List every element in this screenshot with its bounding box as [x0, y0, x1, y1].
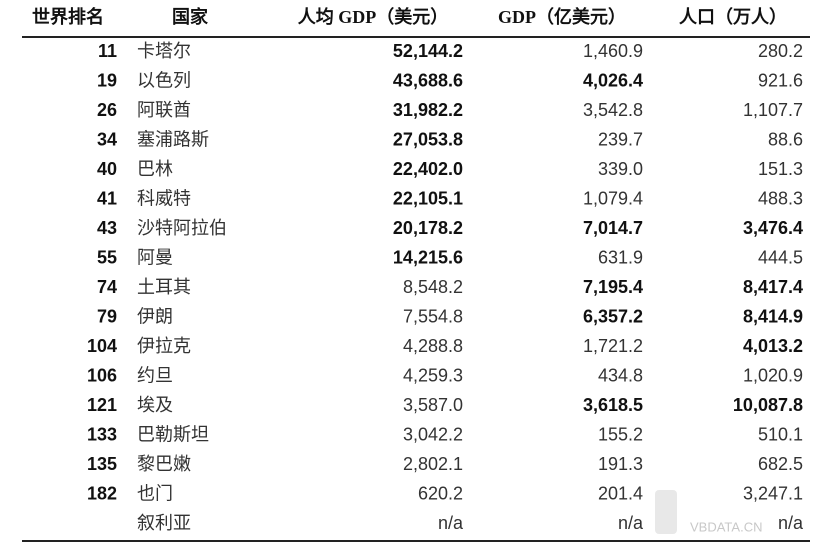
cell: 1,020.9	[743, 365, 803, 385]
cell: 也门	[137, 483, 173, 503]
cell: 280.2	[758, 41, 803, 61]
cell: 3,587.0	[403, 395, 463, 415]
column-header: 国家	[172, 6, 209, 27]
cell: 1,721.2	[583, 336, 643, 356]
cell: 1,079.4	[583, 188, 643, 208]
cell: 31,982.2	[393, 100, 463, 120]
cell: 22,402.0	[393, 159, 463, 179]
cell: 22,105.1	[393, 188, 463, 208]
cell: 10,087.8	[733, 395, 803, 415]
cell: 239.7	[598, 129, 643, 149]
cell: 74	[97, 277, 117, 297]
cell: 155.2	[598, 424, 643, 444]
cell: 52,144.2	[393, 41, 463, 61]
cell: 3,542.8	[583, 100, 643, 120]
cell: 27,053.8	[393, 129, 463, 149]
cell: 7,014.7	[583, 218, 643, 238]
cell: 伊拉克	[137, 336, 191, 356]
cell: 卡塔尔	[137, 41, 191, 61]
cell: 土耳其	[137, 277, 191, 297]
cell: 8,417.4	[743, 277, 803, 297]
cell: 182	[87, 483, 117, 503]
cell: 约旦	[137, 365, 173, 385]
cell: 20,178.2	[393, 218, 463, 238]
cell: 3,618.5	[583, 395, 643, 415]
cell: 135	[87, 454, 117, 474]
cell: 55	[97, 247, 117, 267]
cell: 3,476.4	[743, 218, 803, 238]
cell: 8,414.9	[743, 306, 803, 326]
cell: n/a	[618, 513, 644, 533]
cell: 444.5	[758, 247, 803, 267]
cell: 阿联酋	[137, 100, 191, 120]
cell: 4,013.2	[743, 336, 803, 356]
cell: 3,247.1	[743, 483, 803, 503]
cell: n/a	[438, 513, 464, 533]
cell: 黎巴嫩	[137, 454, 191, 474]
cell: 塞浦路斯	[137, 129, 209, 149]
cell: 43,688.6	[393, 70, 463, 90]
column-header: 人口（万人）	[679, 7, 787, 27]
cell: 以色列	[137, 70, 191, 90]
cell: 埃及	[137, 395, 173, 415]
cell: 1,107.7	[743, 100, 803, 120]
cell: 19	[97, 70, 117, 90]
cell: 104	[87, 336, 117, 356]
cell: 4,259.3	[403, 365, 463, 385]
cell: 106	[87, 365, 117, 385]
watermark: VBDATA.CN	[690, 519, 762, 534]
cell: 921.6	[758, 70, 803, 90]
cell: 2,802.1	[403, 454, 463, 474]
cell: 伊朗	[137, 306, 173, 326]
watermark-logo	[655, 490, 677, 534]
cell: 7,554.8	[403, 306, 463, 326]
cell: 40	[97, 159, 117, 179]
cell: 阿曼	[137, 247, 173, 267]
cell: 6,357.2	[583, 306, 643, 326]
cell: 叙利亚	[137, 513, 191, 533]
cell: 41	[97, 188, 117, 208]
cell: 巴勒斯坦	[137, 424, 209, 444]
cell: 201.4	[598, 483, 643, 503]
cell: 434.8	[598, 365, 643, 385]
cell: 11	[98, 41, 117, 61]
cell: 151.3	[758, 159, 803, 179]
cell: 巴林	[137, 159, 173, 179]
cell: 7,195.4	[583, 277, 643, 297]
cell: 沙特阿拉伯	[137, 218, 227, 238]
cell: 631.9	[598, 247, 643, 267]
cell: 510.1	[758, 424, 803, 444]
cell: 43	[97, 218, 117, 238]
cell: 26	[97, 100, 117, 120]
cell: 121	[87, 395, 117, 415]
cell: 133	[87, 424, 117, 444]
column-header: 世界排名	[32, 6, 104, 27]
cell: 4,026.4	[583, 70, 643, 90]
cell: 339.0	[598, 159, 643, 179]
cell: 34	[97, 129, 117, 149]
cell: 488.3	[758, 188, 803, 208]
cell: 1,460.9	[583, 41, 643, 61]
cell: 3,042.2	[403, 424, 463, 444]
cell: 4,288.8	[403, 336, 463, 356]
cell: 8,548.2	[403, 277, 463, 297]
cell: 191.3	[598, 454, 643, 474]
cell: 620.2	[418, 483, 463, 503]
column-header: 人均 GDP（美元）	[298, 6, 449, 27]
cell: 79	[97, 306, 117, 326]
cell: 14,215.6	[393, 247, 463, 267]
cell: 682.5	[758, 454, 803, 474]
cell: 88.6	[768, 129, 803, 149]
cell: 科威特	[137, 188, 191, 208]
column-header: GDP（亿美元）	[498, 6, 626, 27]
cell: n/a	[778, 513, 804, 533]
